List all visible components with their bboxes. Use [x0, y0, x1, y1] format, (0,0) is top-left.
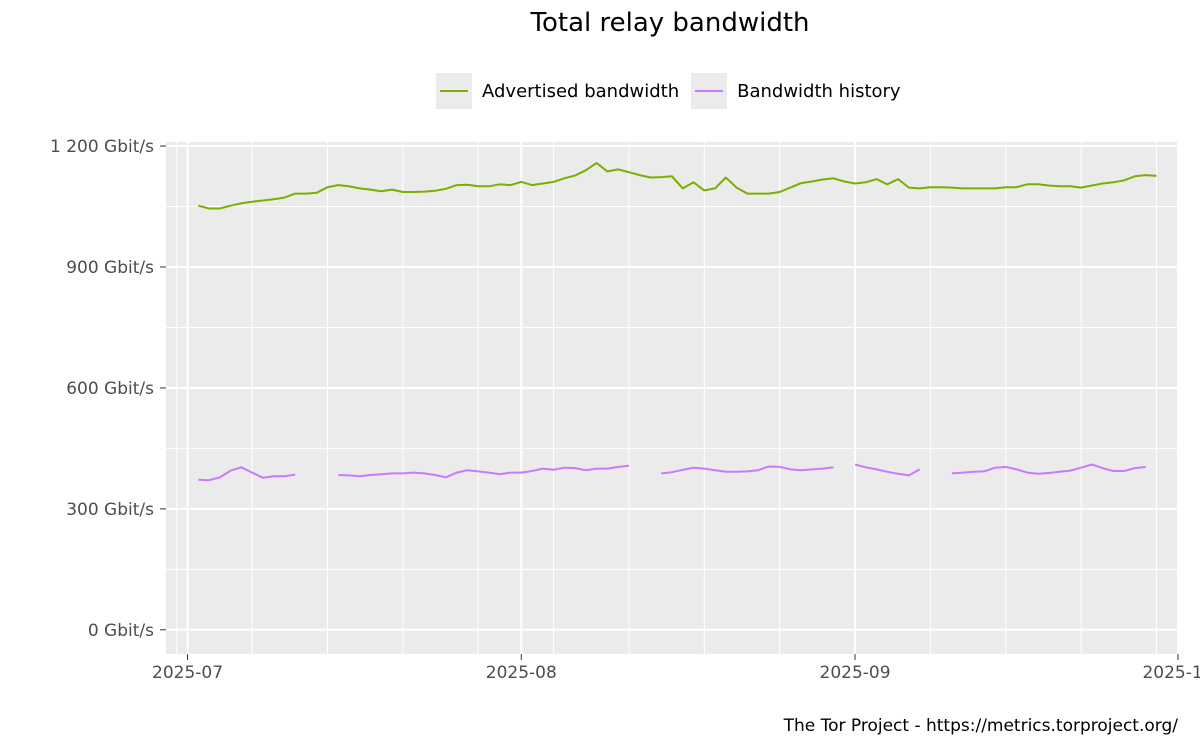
y-tick-label: 900 Gbit/s	[66, 258, 154, 278]
x-tick-label: 2025-08	[486, 663, 557, 683]
series-line-history-4	[951, 463, 1146, 475]
legend-swatch-history	[695, 90, 724, 92]
series-layer	[198, 162, 1157, 482]
series-line-advertised-0	[198, 162, 1157, 210]
legend-swatch-advertised	[440, 90, 468, 92]
plot-panel	[166, 142, 1178, 654]
y-tick-label: 600 Gbit/s	[66, 379, 154, 399]
x-tick-label: 2025-10	[1142, 663, 1200, 683]
y-tick-label: 300 Gbit/s	[66, 500, 154, 520]
legend-label-history: Bandwidth history	[737, 80, 901, 102]
legend-item-advertised: Advertised bandwidth	[436, 73, 679, 109]
y-tick-label: 1 200 Gbit/s	[50, 137, 154, 157]
series-line-history-1	[338, 464, 630, 479]
legend-key-advertised	[436, 73, 472, 109]
legend-label-advertised: Advertised bandwidth	[482, 80, 680, 102]
grid-minor	[166, 142, 1178, 654]
source-caption: The Tor Project - https://metrics.torpro…	[783, 716, 1178, 736]
series-line-history-3	[854, 463, 921, 477]
grid-major	[166, 142, 1179, 654]
axes: 0 Gbit/s 300 Gbit/s 600 Gbit/s 900 Gbit/s 1 …	[50, 137, 1200, 683]
line-chart: 0 Gbit/s 300 Gbit/s 600 Gbit/s 900 Gbit/s 1 …	[50, 137, 1200, 683]
y-tick-label: 0 Gbit/s	[88, 621, 154, 641]
chart-title: Total relay bandwidth	[530, 8, 810, 38]
legend: Advertised bandwidth Bandwidth history	[436, 72, 913, 110]
x-tick-label: 2025-07	[152, 663, 223, 683]
x-tick-label: 2025-09	[820, 663, 891, 683]
legend-key-history	[691, 73, 728, 109]
legend-item-history: Bandwidth history	[691, 73, 901, 109]
series-line-history-2	[661, 465, 834, 475]
series-line-history-0	[198, 466, 296, 482]
